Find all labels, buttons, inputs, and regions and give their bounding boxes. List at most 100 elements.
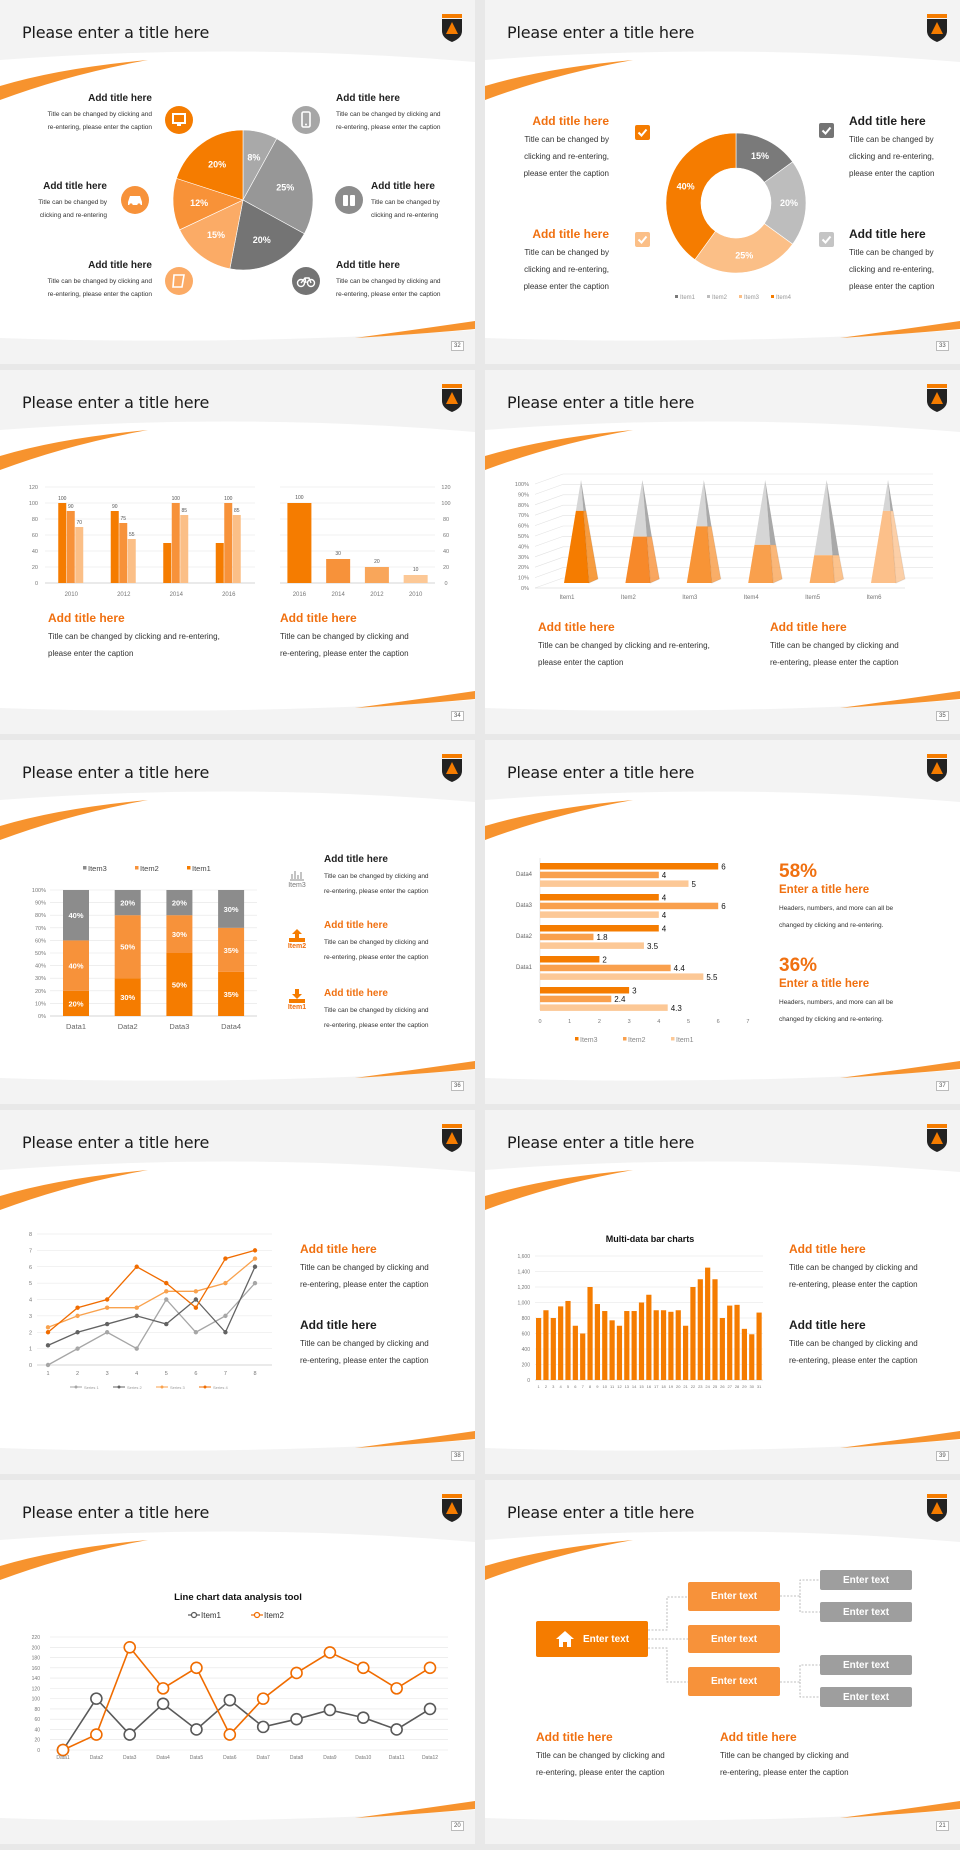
data-point (252, 1264, 258, 1269)
block-title[interactable]: Add title here (300, 1242, 377, 1256)
tree-leaf-node[interactable]: Enter text (820, 1570, 912, 1590)
checkbox-icon[interactable] (819, 123, 834, 138)
slide-title[interactable]: Please enter a title here (507, 1133, 695, 1152)
tree-mid-node[interactable]: Enter text (688, 1625, 780, 1653)
series-line (47, 1282, 256, 1366)
data-label: 90 (112, 504, 118, 510)
data-point (45, 1330, 51, 1335)
tree-root-node[interactable]: Enter text (536, 1621, 648, 1657)
checkbox-icon[interactable] (819, 232, 834, 247)
pyramid-value-side (831, 554, 845, 584)
legend-marker (203, 1385, 207, 1389)
slide-39[interactable]: Please enter a title here 0 200 400 600 800 1… (485, 1110, 960, 1474)
block-title[interactable]: Add title here (88, 93, 152, 104)
slide-title[interactable]: Please enter a title here (507, 1503, 695, 1522)
block-title[interactable]: Add title here (789, 1318, 866, 1332)
checkbox-icon[interactable] (635, 125, 650, 140)
slide-title[interactable]: Please enter a title here (22, 1503, 210, 1522)
data-label: 55 (129, 532, 135, 538)
bar (660, 1310, 667, 1380)
slide-21[interactable]: Please enter a title here Enter text Ent… (485, 1480, 960, 1844)
caption-line: Title can be changed by clicking and (300, 1263, 429, 1272)
data-label: 4 (662, 871, 667, 880)
orange-swoosh (485, 1170, 633, 1210)
slide-38[interactable]: Please enter a title here 0 1 2 3 4 5 6 7 8 1 2 3 4 5… (0, 1110, 475, 1474)
bar (580, 1333, 586, 1380)
y-tick-label: 60 (443, 533, 449, 539)
tree-mid-node[interactable]: Enter text (688, 1667, 780, 1696)
block-title[interactable]: Add title here (371, 181, 435, 192)
bar (540, 863, 719, 870)
block-title[interactable]: Add title here (324, 854, 388, 865)
school-logo (442, 754, 462, 782)
block-title[interactable]: Add title here (770, 620, 847, 634)
slide-20[interactable]: Please enter a title here 0 20 40 60 80 100 12… (0, 1480, 475, 1844)
text-block: Add title here Title can be changed by cli… (524, 113, 609, 182)
pyramid-remainder (575, 480, 584, 511)
x-tick-label: 23 (698, 1384, 703, 1389)
y-tick-label: 70% (35, 926, 46, 932)
block-title[interactable]: Add title here (324, 988, 388, 999)
series-line (47, 1249, 256, 1333)
stat-title[interactable]: Enter a title here (779, 978, 870, 990)
logo-emblem (446, 762, 458, 774)
slide-35[interactable]: Please enter a title here 0% 10% 20% 30% 40%… (485, 370, 960, 734)
gridline (534, 567, 933, 578)
block-title[interactable]: Add title here (532, 227, 609, 241)
caption-line: Title can be changed by clicking and (536, 1751, 665, 1760)
slide-title[interactable]: Please enter a title here (22, 763, 210, 782)
block-title[interactable]: Add title here (849, 114, 926, 128)
data-point (223, 1256, 228, 1261)
pyramid-value (625, 536, 651, 583)
slide-34[interactable]: Please enter a title here 0 20 40 60 80 100 12… (0, 370, 475, 734)
tree-mid-node[interactable]: Enter text (688, 1582, 780, 1611)
block-title[interactable]: Add title here (48, 611, 125, 625)
slide-title[interactable]: Please enter a title here (507, 763, 695, 782)
block-title[interactable]: Add title here (789, 1242, 866, 1256)
series-line (47, 1266, 256, 1346)
block-title[interactable]: Add title here (536, 1730, 613, 1744)
tree-leaf-node[interactable]: Enter text (820, 1687, 912, 1707)
block-title[interactable]: Add title here (336, 260, 400, 271)
block-title[interactable]: Add title here (280, 611, 357, 625)
block-title[interactable]: Add title here (88, 260, 152, 271)
x-tick-label: Item5 (805, 595, 821, 601)
slide-title[interactable]: Please enter a title here (22, 1133, 210, 1152)
block-title[interactable]: Add title here (324, 920, 388, 931)
bar (550, 1318, 556, 1380)
tree-leaf-node[interactable]: Enter text (820, 1602, 912, 1622)
data-point (104, 1321, 110, 1327)
block-title[interactable]: Add title here (300, 1318, 377, 1332)
slide-33[interactable]: Please enter a title here 15% 20% 25% 40% It… (485, 0, 960, 364)
block-title[interactable]: Add title here (538, 620, 615, 634)
y-tick-label: 30% (35, 976, 46, 982)
block-title[interactable]: Add title here (336, 93, 400, 104)
block-title[interactable]: Add title here (849, 227, 926, 241)
block-title[interactable]: Add title here (720, 1730, 797, 1744)
block-title[interactable]: Add title here (43, 181, 107, 192)
slide-title[interactable]: Please enter a title here (22, 393, 210, 412)
orange-swoosh (355, 1431, 475, 1448)
checkbox-icon[interactable] (635, 232, 650, 247)
slide-title[interactable]: Please enter a title here (507, 23, 695, 42)
tree-leaf-node[interactable]: Enter text (820, 1655, 912, 1675)
data-label: 50% (172, 981, 187, 990)
slide-37[interactable]: Please enter a title here 0 1 2 3 4 5 6 7 6 4 5 Dat… (485, 740, 960, 1104)
slide-36[interactable]: Please enter a title here 0% 10% 20% 30% 40%… (0, 740, 475, 1104)
data-label: 75 (120, 516, 126, 522)
slide-title[interactable]: Please enter a title here (507, 393, 695, 412)
y-tick-label: 10% (518, 576, 529, 582)
x-tick-label: 30 (750, 1384, 755, 1389)
block-title[interactable]: Add title here (532, 114, 609, 128)
slide-title[interactable]: Please enter a title here (22, 23, 210, 42)
gridline (534, 546, 933, 558)
binoculars-icon (335, 186, 363, 214)
caption-line: re-entering, please enter the caption (789, 1280, 918, 1289)
bar (540, 1004, 668, 1011)
y-tick-label: 20 (34, 1738, 40, 1744)
stat-title[interactable]: Enter a title here (779, 884, 870, 896)
pyramid-value-side (706, 525, 722, 584)
bar (540, 995, 612, 1003)
slide-32[interactable]: Please enter a title here 8% 25% 20% 15% 12%… (0, 0, 475, 364)
gridline (534, 515, 933, 526)
